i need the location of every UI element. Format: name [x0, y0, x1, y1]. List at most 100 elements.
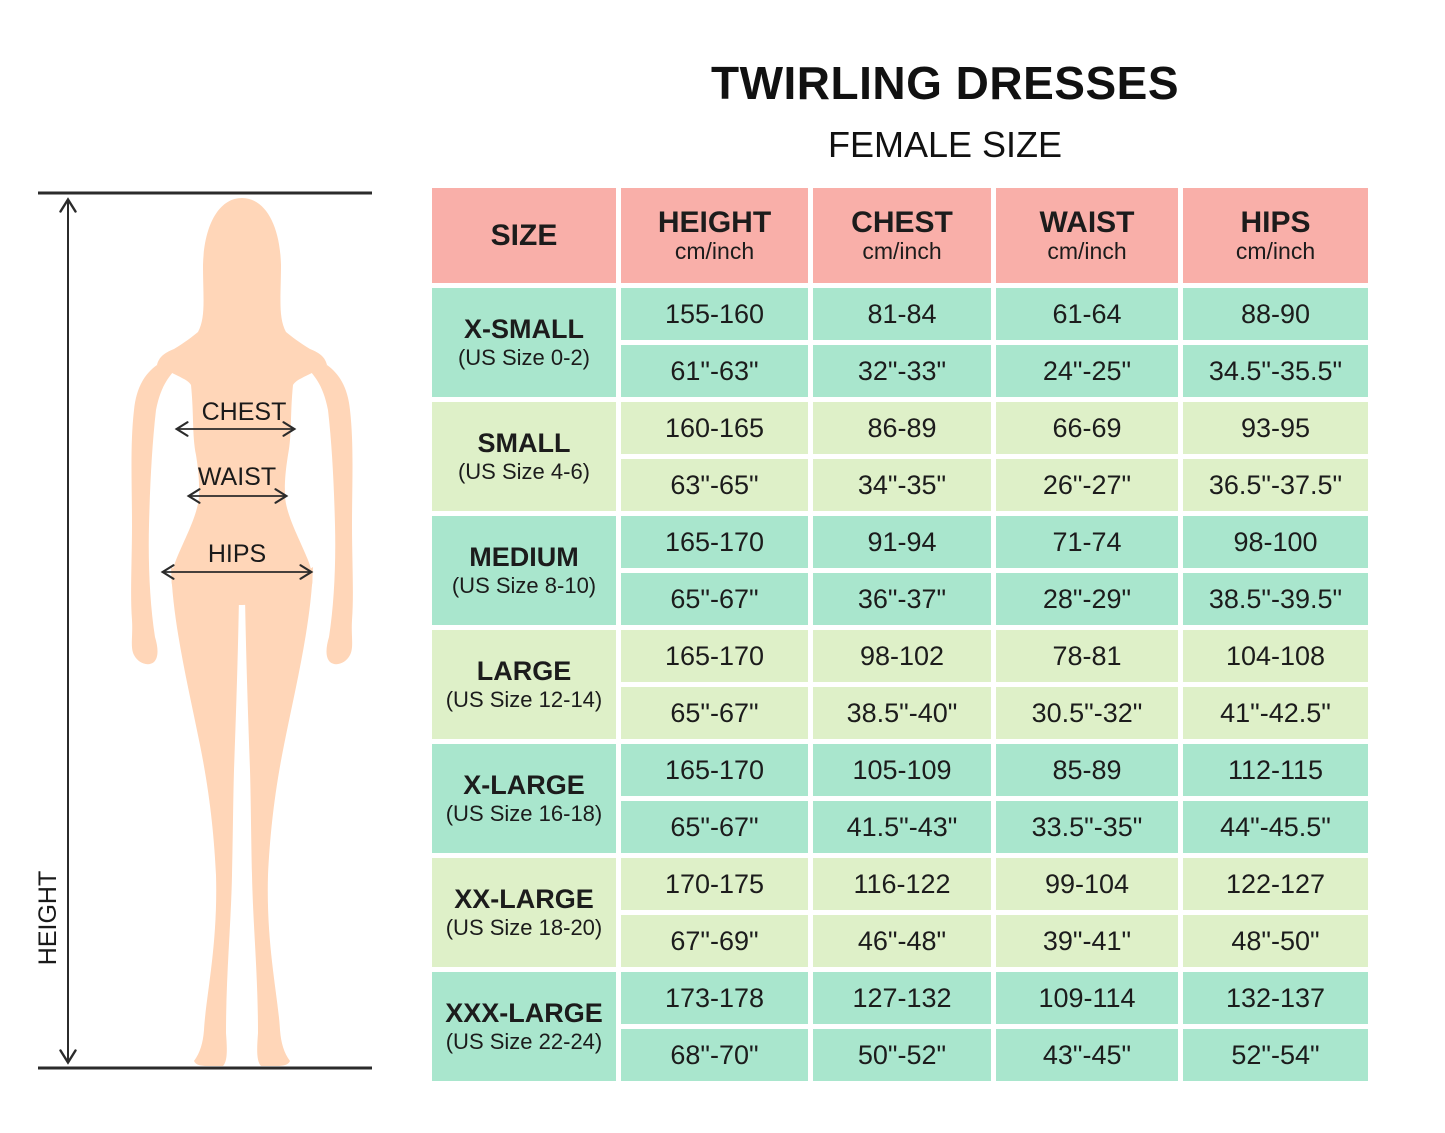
hips-cm-value: 98-100 [1183, 516, 1368, 568]
chest-cm-value: 127-132 [813, 972, 991, 1024]
chest-cm-value: 105-109 [813, 744, 991, 796]
chest-inch-value: 50"-52" [813, 1029, 991, 1081]
waist-cm-value: 99-104 [996, 858, 1178, 910]
header-height-label: HEIGHT [657, 205, 772, 239]
height-cm-value: 155-160 [621, 288, 808, 340]
header-hips-label: HIPS [1240, 205, 1311, 239]
hips-inch-value: 41"-42.5" [1183, 687, 1368, 739]
height-inch-value: 61"-63" [621, 345, 808, 397]
size-cell-xx-large: XX-LARGE (US Size 18-20) [432, 858, 616, 967]
us-size: (US Size 16-18) [445, 800, 603, 826]
size-cell-medium: MEDIUM (US Size 8-10) [432, 516, 616, 625]
hips-inch-value: 38.5"-39.5" [1183, 573, 1368, 625]
female-body-diagram: HEIGHT CHEST WAIST HIPS [34, 191, 372, 1070]
header-chest-unit: cm/inch [862, 238, 942, 265]
height-cm-value: 173-178 [621, 972, 808, 1024]
size-name: SMALL [477, 427, 571, 458]
height-inch-value: 65"-67" [621, 801, 808, 853]
chest-inch-value: 32"-33" [813, 345, 991, 397]
chest-cm-value: 98-102 [813, 630, 991, 682]
chest-inch-value: 41.5"-43" [813, 801, 991, 853]
hips-inch-value: 36.5"-37.5" [1183, 459, 1368, 511]
chest-inch-value: 36"-37" [813, 573, 991, 625]
us-size: (US Size 4-6) [457, 458, 591, 484]
chest-label: CHEST [202, 398, 287, 426]
hips-cm-value: 93-95 [1183, 402, 1368, 454]
size-cell-x-large: X-LARGE (US Size 16-18) [432, 744, 616, 853]
chest-inch-value: 38.5"-40" [813, 687, 991, 739]
header-waist-label: WAIST [1039, 205, 1135, 239]
hips-cm-value: 122-127 [1183, 858, 1368, 910]
size-name: MEDIUM [469, 541, 579, 572]
waist-inch-value: 39"-41" [996, 915, 1178, 967]
header-size-label: SIZE [490, 218, 558, 252]
waist-inch-value: 43"-45" [996, 1029, 1178, 1081]
size-name: X-LARGE [463, 769, 585, 800]
header-waist: WAIST cm/inch [996, 188, 1178, 283]
height-inch-value: 68"-70" [621, 1029, 808, 1081]
waist-cm-value: 85-89 [996, 744, 1178, 796]
title-block: TWIRLING DRESSES FEMALE SIZE [470, 56, 1420, 166]
header-hips: HIPS cm/inch [1183, 188, 1368, 283]
height-inch-value: 65"-67" [621, 687, 808, 739]
waist-inch-value: 30.5"-32" [996, 687, 1178, 739]
female-silhouette [131, 198, 353, 1066]
us-size: (US Size 22-24) [445, 1028, 603, 1054]
us-size: (US Size 8-10) [451, 572, 597, 598]
waist-inch-value: 33.5"-35" [996, 801, 1178, 853]
size-name: X-SMALL [464, 313, 584, 344]
waist-cm-value: 78-81 [996, 630, 1178, 682]
waist-cm-value: 109-114 [996, 972, 1178, 1024]
waist-cm-value: 61-64 [996, 288, 1178, 340]
hips-cm-value: 112-115 [1183, 744, 1368, 796]
page-subtitle: FEMALE SIZE [827, 124, 1063, 165]
height-cm-value: 165-170 [621, 516, 808, 568]
size-table: SIZE HEIGHT cm/inch CHEST cm/inch WAIST … [432, 188, 1368, 1081]
hips-cm-value: 132-137 [1183, 972, 1368, 1024]
chest-inch-value: 46"-48" [813, 915, 991, 967]
header-height-unit: cm/inch [674, 238, 755, 265]
size-cell-x-small: X-SMALL (US Size 0-2) [432, 288, 616, 397]
chest-cm-value: 81-84 [813, 288, 991, 340]
size-name: LARGE [476, 655, 572, 686]
waist-cm-value: 66-69 [996, 402, 1178, 454]
height-cm-value: 165-170 [621, 630, 808, 682]
waist-inch-value: 28"-29" [996, 573, 1178, 625]
us-size: (US Size 12-14) [445, 686, 603, 712]
height-cm-value: 170-175 [621, 858, 808, 910]
waist-inch-value: 26"-27" [996, 459, 1178, 511]
hips-inch-value: 48"-50" [1183, 915, 1368, 967]
us-size: (US Size 0-2) [457, 344, 591, 370]
height-inch-value: 67"-69" [621, 915, 808, 967]
waist-label: WAIST [198, 463, 276, 491]
height-inch-value: 63"-65" [621, 459, 808, 511]
chest-inch-value: 34"-35" [813, 459, 991, 511]
size-cell-small: SMALL (US Size 4-6) [432, 402, 616, 511]
hips-label: HIPS [208, 540, 266, 568]
waist-inch-value: 24"-25" [996, 345, 1178, 397]
size-name: XX-LARGE [454, 883, 594, 914]
header-size: SIZE [432, 188, 616, 283]
header-chest-label: CHEST [851, 205, 953, 239]
size-cell-large: LARGE (US Size 12-14) [432, 630, 616, 739]
height-inch-value: 65"-67" [621, 573, 808, 625]
page-title: TWIRLING DRESSES [710, 57, 1180, 109]
hips-inch-value: 52"-54" [1183, 1029, 1368, 1081]
height-label: HEIGHT [34, 871, 62, 965]
height-cm-value: 165-170 [621, 744, 808, 796]
size-name: XXX-LARGE [445, 997, 603, 1028]
chest-cm-value: 86-89 [813, 402, 991, 454]
us-size: (US Size 18-20) [445, 914, 603, 940]
header-waist-unit: cm/inch [1047, 238, 1127, 265]
hips-inch-value: 34.5"-35.5" [1183, 345, 1368, 397]
hips-cm-value: 88-90 [1183, 288, 1368, 340]
height-cm-value: 160-165 [621, 402, 808, 454]
hips-inch-value: 44"-45.5" [1183, 801, 1368, 853]
hips-cm-value: 104-108 [1183, 630, 1368, 682]
size-cell-xxx-large: XXX-LARGE (US Size 22-24) [432, 972, 616, 1081]
header-hips-unit: cm/inch [1235, 238, 1316, 265]
header-chest: CHEST cm/inch [813, 188, 991, 283]
header-height: HEIGHT cm/inch [621, 188, 808, 283]
chest-cm-value: 91-94 [813, 516, 991, 568]
chest-cm-value: 116-122 [813, 858, 991, 910]
